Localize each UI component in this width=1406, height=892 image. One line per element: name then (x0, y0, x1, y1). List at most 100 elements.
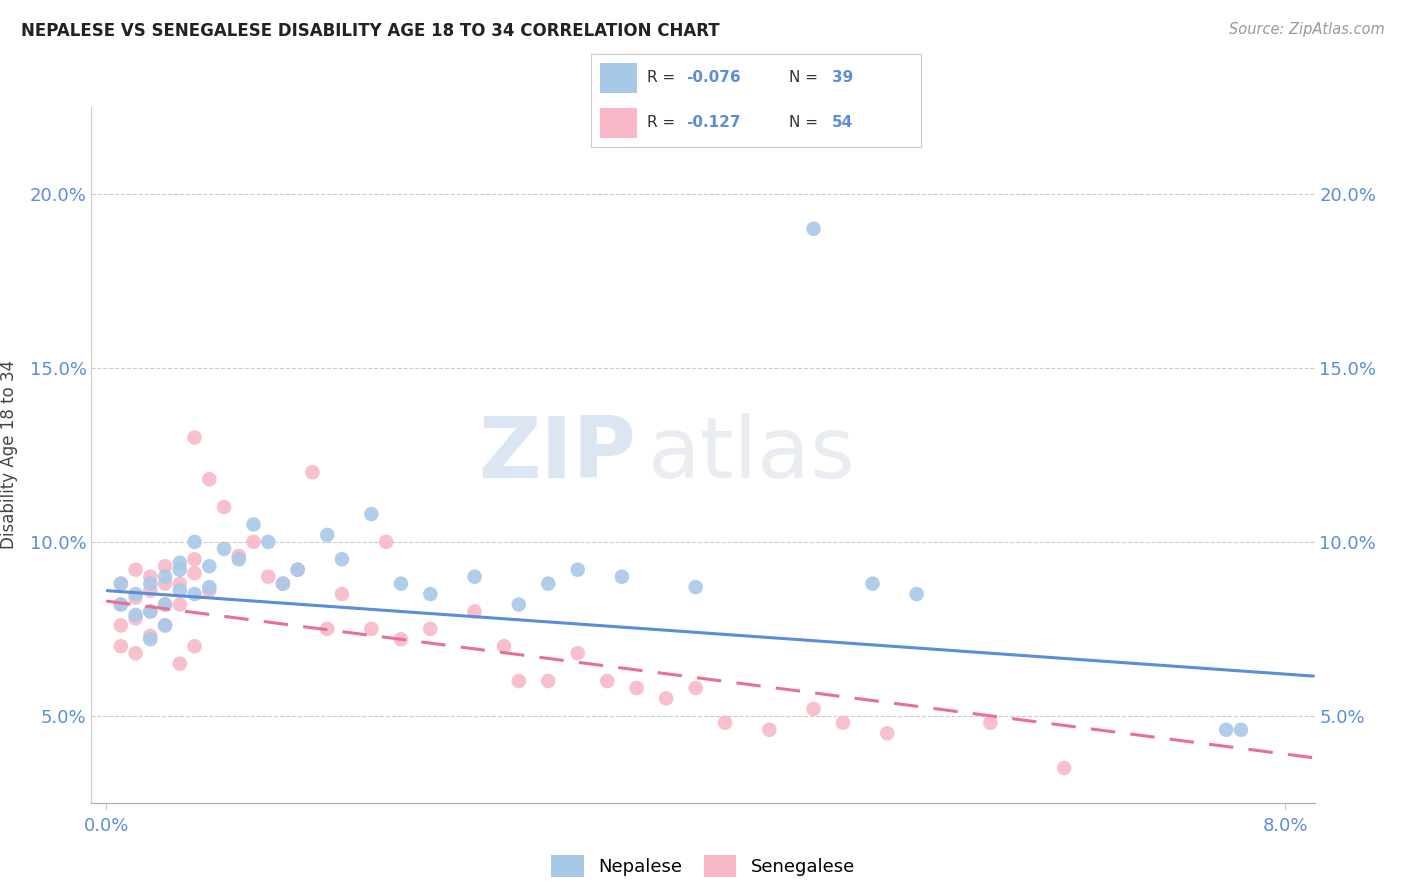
Bar (600, 63, 637, 93)
Text: 39: 39 (832, 70, 853, 86)
Point (212, 541, 235, 556)
Text: atlas: atlas (648, 413, 856, 497)
Point (124, 607, 146, 622)
Point (419, 622, 441, 636)
Point (153, 618, 176, 632)
Point (257, 570, 280, 584)
Point (389, 632, 412, 647)
Point (271, 576, 294, 591)
Point (655, 691, 678, 706)
Text: -0.076: -0.076 (686, 70, 741, 86)
Point (360, 622, 382, 636)
Point (316, 528, 339, 542)
Point (110, 576, 132, 591)
Point (1230, 723, 1253, 737)
Text: N =: N = (789, 115, 823, 130)
Point (803, 221, 825, 235)
Point (360, 507, 382, 521)
Point (183, 552, 205, 566)
Point (626, 681, 648, 695)
Point (110, 598, 132, 612)
Point (905, 587, 928, 601)
Point (212, 500, 235, 514)
Point (567, 563, 589, 577)
Point (139, 632, 162, 647)
Text: -0.127: -0.127 (686, 115, 741, 130)
Text: NEPALESE VS SENEGALESE DISABILITY AGE 18 TO 34 CORRELATION CHART: NEPALESE VS SENEGALESE DISABILITY AGE 18… (21, 22, 720, 40)
Point (389, 576, 412, 591)
Point (124, 646, 146, 660)
Point (153, 559, 176, 574)
Point (508, 674, 530, 689)
Point (153, 570, 176, 584)
Point (153, 598, 176, 612)
Point (537, 674, 560, 689)
Point (139, 605, 162, 619)
Point (183, 587, 205, 601)
Text: N =: N = (789, 70, 823, 86)
Text: R =: R = (647, 115, 681, 130)
Point (124, 587, 146, 601)
Text: 54: 54 (832, 115, 853, 130)
Point (110, 598, 132, 612)
Point (832, 715, 855, 730)
Bar (600, 108, 637, 138)
Point (139, 605, 162, 619)
Point (1053, 761, 1076, 775)
Point (596, 674, 619, 689)
Point (316, 622, 339, 636)
Point (183, 566, 205, 581)
Point (287, 563, 309, 577)
Point (257, 534, 280, 549)
Point (492, 639, 515, 653)
Point (610, 570, 633, 584)
Point (567, 646, 589, 660)
Point (169, 583, 191, 598)
Point (464, 570, 486, 584)
Point (228, 549, 250, 563)
Point (330, 552, 353, 566)
Point (183, 430, 205, 444)
Point (169, 598, 191, 612)
Point (979, 715, 1001, 730)
Point (198, 559, 221, 574)
Point (301, 466, 323, 480)
Point (198, 583, 221, 598)
Point (110, 618, 132, 632)
Y-axis label: Disability Age 18 to 34: Disability Age 18 to 34 (0, 360, 18, 549)
Point (124, 611, 146, 625)
Point (685, 580, 707, 594)
Point (139, 629, 162, 643)
Point (110, 639, 132, 653)
Point (198, 472, 221, 486)
Point (198, 580, 221, 594)
Point (169, 563, 191, 577)
Point (330, 587, 353, 601)
Point (242, 517, 264, 532)
Point (110, 576, 132, 591)
Point (183, 534, 205, 549)
Point (124, 591, 146, 605)
Point (508, 598, 530, 612)
Point (803, 702, 825, 716)
Point (714, 715, 737, 730)
Point (758, 723, 780, 737)
Point (183, 639, 205, 653)
Text: ZIP: ZIP (478, 413, 636, 497)
Point (685, 681, 707, 695)
Point (271, 576, 294, 591)
Text: R =: R = (647, 70, 681, 86)
Point (287, 563, 309, 577)
Point (1215, 723, 1237, 737)
Point (876, 726, 898, 740)
Point (862, 576, 884, 591)
Point (153, 576, 176, 591)
Point (228, 552, 250, 566)
Point (464, 605, 486, 619)
Point (124, 563, 146, 577)
Legend: Nepalese, Senegalese: Nepalese, Senegalese (544, 847, 862, 884)
Point (242, 534, 264, 549)
Point (419, 587, 441, 601)
Point (139, 583, 162, 598)
Point (153, 598, 176, 612)
